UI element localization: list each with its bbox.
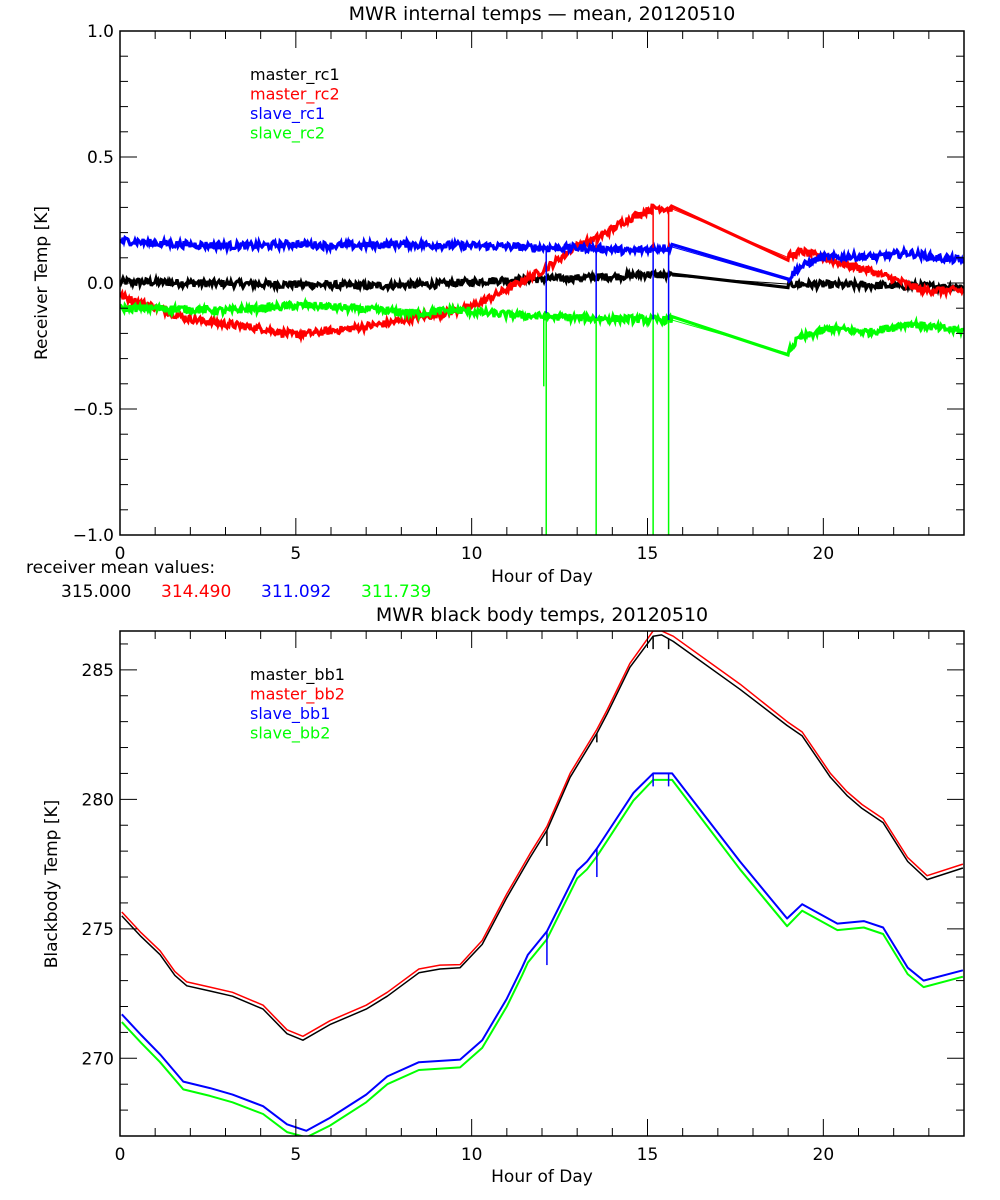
y-tick-label: 1.0 (87, 22, 114, 42)
series-line (121, 631, 964, 1038)
y-tick-label: 0.5 (87, 148, 114, 168)
gap-connector (671, 208, 788, 258)
legend-entry-master-bb2: master_bb2 (250, 685, 345, 705)
x-tick-label: 15 (637, 544, 659, 564)
legend-entry-master-rc2: master_rc2 (250, 85, 340, 105)
x-tick-label: 20 (813, 1145, 835, 1165)
series-master-bb2 (121, 631, 964, 1038)
y-tick-label: −1.0 (73, 526, 114, 546)
series-line (120, 296, 964, 357)
series-slave-bb2 (121, 778, 964, 1136)
y-tick-label: 280 (82, 790, 114, 810)
plot-area (120, 203, 964, 535)
series-slave-bb1 (121, 772, 964, 1132)
y-axis-label: Blackbody Temp [K] (42, 800, 62, 969)
series-master-rc1 (120, 265, 964, 297)
series-line (120, 265, 964, 297)
receiver-temps-panel: MWR internal temps — mean, 20120510 0 5 10… (26, 3, 965, 602)
series-line (120, 203, 964, 344)
plot-area (121, 631, 964, 1136)
series-master-bb1 (121, 634, 964, 1041)
series-slave-rc2 (120, 296, 964, 357)
legend-entry-slave-rc1: slave_rc1 (250, 104, 325, 124)
axes: 0 5 10 15 20 270 275 280 285 (82, 630, 965, 1165)
legend-entry-slave-bb1: slave_bb1 (250, 704, 330, 724)
series-slave-rc1 (120, 234, 964, 284)
mean-value-master-rc2: 314.490 (161, 582, 231, 602)
chart-title: MWR internal temps — mean, 20120510 (349, 3, 736, 25)
mean-value-slave-rc2: 311.739 (361, 582, 431, 602)
series-line (120, 234, 964, 284)
series-group (120, 203, 964, 535)
series-group (121, 631, 964, 1136)
chart-title: MWR black body temps, 20120510 (376, 604, 708, 626)
y-tick-label: −0.5 (73, 400, 114, 420)
x-tick-label: 5 (290, 1145, 301, 1165)
legend-entry-slave-bb2: slave_bb2 (250, 724, 330, 744)
y-tick-label: 285 (82, 661, 114, 681)
x-tick-label: 10 (461, 1145, 483, 1165)
blackbody-temps-panel: MWR black body temps, 20120510 0 5 10 15 20 2… (42, 604, 965, 1187)
legend-entry-master-bb1: master_bb1 (250, 665, 345, 685)
mean-values-label: receiver mean values: (26, 558, 215, 578)
gap-connector (671, 246, 788, 281)
x-axis-label: Hour of Day (491, 1167, 593, 1187)
mean-value-master-rc1: 315.000 (61, 582, 131, 602)
mean-value-slave-rc1: 311.092 (261, 582, 331, 602)
series-master-rc2 (120, 203, 964, 344)
gap-connector (672, 275, 788, 285)
series-line (121, 772, 964, 1132)
x-axis-label: Hour of Day (491, 567, 593, 587)
series-line (121, 634, 964, 1041)
gap-connector (671, 319, 788, 354)
x-tick-label: 10 (461, 544, 483, 564)
y-tick-label: 275 (82, 920, 114, 940)
legend-entry-slave-rc2: slave_rc2 (250, 124, 325, 144)
x-tick-label: 0 (115, 1145, 126, 1165)
legend-entry-master-rc1: master_rc1 (250, 65, 340, 85)
y-tick-label: 270 (82, 1049, 114, 1069)
x-tick-label: 20 (813, 544, 835, 564)
y-axis-label: Receiver Temp [K] (32, 206, 52, 360)
y-tick-label: 0.0 (87, 274, 114, 294)
x-tick-label: 0 (115, 544, 126, 564)
x-tick-label: 15 (637, 1145, 659, 1165)
axes: 0 5 10 15 20 −1.0 −0.5 0.0 0.5 1.0 (73, 22, 965, 564)
series-line (121, 778, 964, 1136)
x-tick-label: 5 (290, 544, 301, 564)
